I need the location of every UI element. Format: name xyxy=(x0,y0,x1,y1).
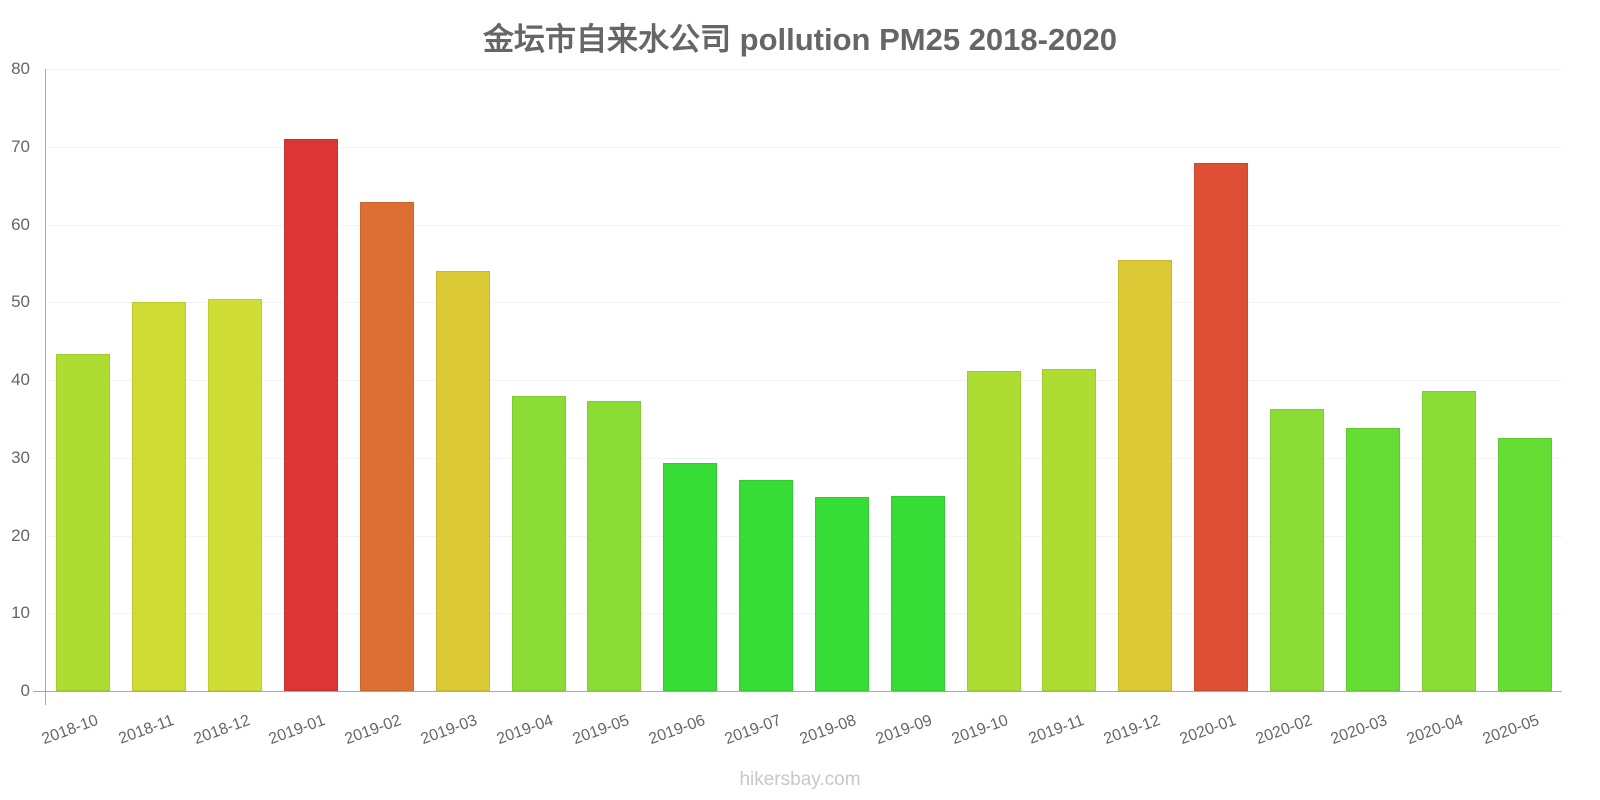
x-tick-label: 2020-01 xyxy=(1177,712,1239,749)
gridline xyxy=(45,535,1562,537)
x-tick-label: 2019-02 xyxy=(342,712,404,749)
bar-2020-03[interactable] xyxy=(1345,428,1400,691)
watermark-footer: hikersbay.com xyxy=(739,769,861,790)
bar-2018-10[interactable] xyxy=(56,354,111,691)
x-tick-label: 2018-11 xyxy=(116,712,177,748)
bar-2020-05[interactable] xyxy=(1497,438,1552,691)
bar-2019-05[interactable] xyxy=(587,401,642,691)
bar-2020-01[interactable] xyxy=(1194,163,1249,691)
bar-2019-04[interactable] xyxy=(511,396,566,691)
x-tick-label: 2020-04 xyxy=(1404,712,1466,749)
y-tick-label: 10 xyxy=(11,603,30,623)
x-tick-label: 2020-03 xyxy=(1328,712,1390,749)
gridline xyxy=(45,224,1562,226)
bar-2019-01[interactable] xyxy=(283,138,338,691)
y-tick-label: 0 xyxy=(20,681,30,700)
x-tick-label: 2020-02 xyxy=(1253,712,1315,749)
bar-2020-02[interactable] xyxy=(1270,408,1325,691)
bar-2020-04[interactable] xyxy=(1421,390,1476,691)
bar-2018-11[interactable] xyxy=(132,302,187,691)
bar-2019-09[interactable] xyxy=(890,495,945,691)
x-axis-line xyxy=(33,691,1562,692)
x-tick-label: 2019-05 xyxy=(570,712,632,749)
x-tick-label: 2019-10 xyxy=(949,712,1011,749)
x-tick-label: 2019-12 xyxy=(1101,712,1163,749)
x-tick-label: 2019-11 xyxy=(1026,712,1087,748)
y-tick-label: 40 xyxy=(11,370,30,389)
y-tick-label: 30 xyxy=(11,447,30,467)
bar-2019-03[interactable] xyxy=(435,271,490,691)
x-tick-label: 2019-09 xyxy=(873,712,935,749)
bar-2019-06[interactable] xyxy=(663,463,718,691)
bar-2019-07[interactable] xyxy=(739,480,794,691)
x-tick-label: 2019-01 xyxy=(267,712,329,749)
gridline xyxy=(45,146,1562,148)
plot-area xyxy=(45,69,1562,691)
bar-2018-12[interactable] xyxy=(208,299,263,691)
x-tick-label: 2020-05 xyxy=(1480,712,1542,749)
y-axis-line xyxy=(45,69,46,705)
chart-title: 金坛市自来水公司 pollution PM25 2018-2020 xyxy=(483,22,1117,57)
x-tick-label: 2019-03 xyxy=(418,712,480,749)
y-tick-label: 20 xyxy=(11,525,30,545)
gridline xyxy=(45,302,1562,304)
x-tick-label: 2019-07 xyxy=(722,712,784,749)
bar-2019-12[interactable] xyxy=(1118,260,1173,691)
x-tick-label: 2018-10 xyxy=(39,712,101,749)
x-tick-label: 2018-12 xyxy=(191,712,253,749)
bar-2019-08[interactable] xyxy=(814,496,869,691)
x-tick-label: 2019-04 xyxy=(494,712,556,749)
y-tick-label: 60 xyxy=(11,214,30,234)
gridline xyxy=(45,457,1562,459)
bar-2019-10[interactable] xyxy=(966,370,1021,691)
bar-2019-02[interactable] xyxy=(359,201,414,691)
y-tick-label: 80 xyxy=(11,59,30,78)
x-tick-label: 2019-06 xyxy=(646,712,708,749)
y-tick-label: 50 xyxy=(11,292,30,312)
gridline xyxy=(45,380,1562,381)
bar-2019-11[interactable] xyxy=(1042,369,1097,691)
y-tick-label: 70 xyxy=(11,136,30,156)
gridline xyxy=(45,613,1562,615)
gridline xyxy=(45,69,1562,70)
x-tick-label: 2019-08 xyxy=(797,712,859,749)
